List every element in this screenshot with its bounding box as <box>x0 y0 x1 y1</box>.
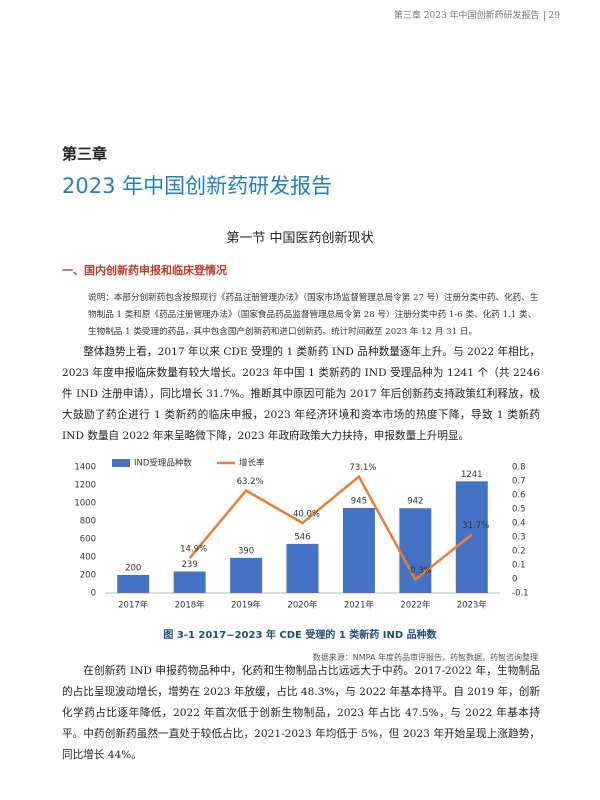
subsection-title: 一、国内创新药申报和临床登情况 <box>62 264 227 277</box>
bar <box>342 507 375 593</box>
line-value-label: 73.1% <box>349 463 376 473</box>
line <box>188 474 473 582</box>
page-number: 29 <box>543 11 560 21</box>
section-title: 第一节 中国医药创新现状 <box>226 231 374 246</box>
x-tick-label: 2023年 <box>457 600 488 611</box>
bar-value-label: 200 <box>125 564 141 574</box>
chart-caption: 图 3-1 2017~2023 年 CDE 受理的 1 类新药 IND 品种数 <box>163 630 437 641</box>
y2-tick-label: 0.7 <box>512 477 526 487</box>
line-value-label: 31.7% <box>462 521 489 531</box>
bar <box>455 481 488 593</box>
x-tick-label: 2022年 <box>400 600 431 611</box>
bar <box>230 557 263 593</box>
x-tick-label: 2020年 <box>287 600 318 611</box>
y-tick-label: 400 <box>80 553 96 563</box>
bar <box>117 575 150 593</box>
bar-value-label: 942 <box>407 497 423 507</box>
y-tick-label: 1200 <box>74 481 96 491</box>
y2-tick-label: 0 <box>512 575 517 585</box>
note: 说明：本部分创新药包含按照现行《药品注册管理办法》（国家市场监督管理总局令第 2… <box>88 293 539 337</box>
y-tick-label: 0 <box>91 589 96 599</box>
y2-tick-label: 0.8 <box>512 463 526 473</box>
y2-tick-label: 0.5 <box>512 505 526 515</box>
y2-tick-label: 0.1 <box>512 561 526 571</box>
chapter-title: 2023 年中国创新药研发报告 <box>62 174 333 198</box>
line-value-label: 40.0% <box>293 510 320 520</box>
x-tick-label: 2018年 <box>175 600 206 611</box>
running-title: 第三章 2023 年中国创新药研发报告 <box>393 11 540 21</box>
x-tick-label: 2019年 <box>231 600 262 611</box>
paragraph: 整体趋势上看，2017 年以来 CDE 受理的 1 类新药 IND 品种数量逐年… <box>62 346 540 442</box>
legend-swatch <box>112 459 130 467</box>
x-tick-label: 2021年 <box>344 600 375 611</box>
line-value-label: 14.9% <box>180 545 207 555</box>
line-value-label: -0.3% <box>407 566 432 576</box>
bar <box>173 571 206 593</box>
bar <box>286 543 319 593</box>
chapter-label: 第三章 <box>62 145 108 163</box>
line-value-label: 63.2% <box>237 477 264 487</box>
bar-value-label: 1241 <box>461 470 483 480</box>
y-tick-label: 600 <box>80 535 96 545</box>
y-tick-label: 1400 <box>74 463 96 473</box>
y2-tick-label: -0.1 <box>512 589 529 599</box>
running-header: 第三章 2023 年中国创新药研发报告 29 <box>394 8 560 21</box>
chart: 0 200 400 600 800 1000 1200 1400 -0.1 0 0.1 0.2 0.3 0… <box>74 458 529 611</box>
bar-value-label: 239 <box>182 560 198 570</box>
x-tick-label: 2017年 <box>118 600 149 611</box>
y2-tick-label: 0.3 <box>512 533 526 543</box>
bar-value-label: 546 <box>294 532 310 542</box>
y-tick-label: 800 <box>80 517 96 527</box>
paragraph: 在创新药 IND 申报药物品种中，化药和生物制品占比远远大于中药。2017-20… <box>62 665 540 761</box>
y2-tick-label: 0.2 <box>512 547 526 557</box>
bar-value-label: 390 <box>238 546 254 556</box>
y-tick-label: 200 <box>80 571 96 581</box>
y-tick-label: 1000 <box>74 499 96 509</box>
bar-value-label: 945 <box>351 496 367 506</box>
y2-tick-label: 0.6 <box>512 491 526 501</box>
y2-tick-label: 0.4 <box>512 519 526 529</box>
legend-label: IND受理品种数 <box>134 458 192 469</box>
legend-label: 增长率 <box>239 458 265 469</box>
chart-source: 数据来源：NMPA 年度药品审评报告，药智数据，药智咨询整理 <box>312 653 538 662</box>
